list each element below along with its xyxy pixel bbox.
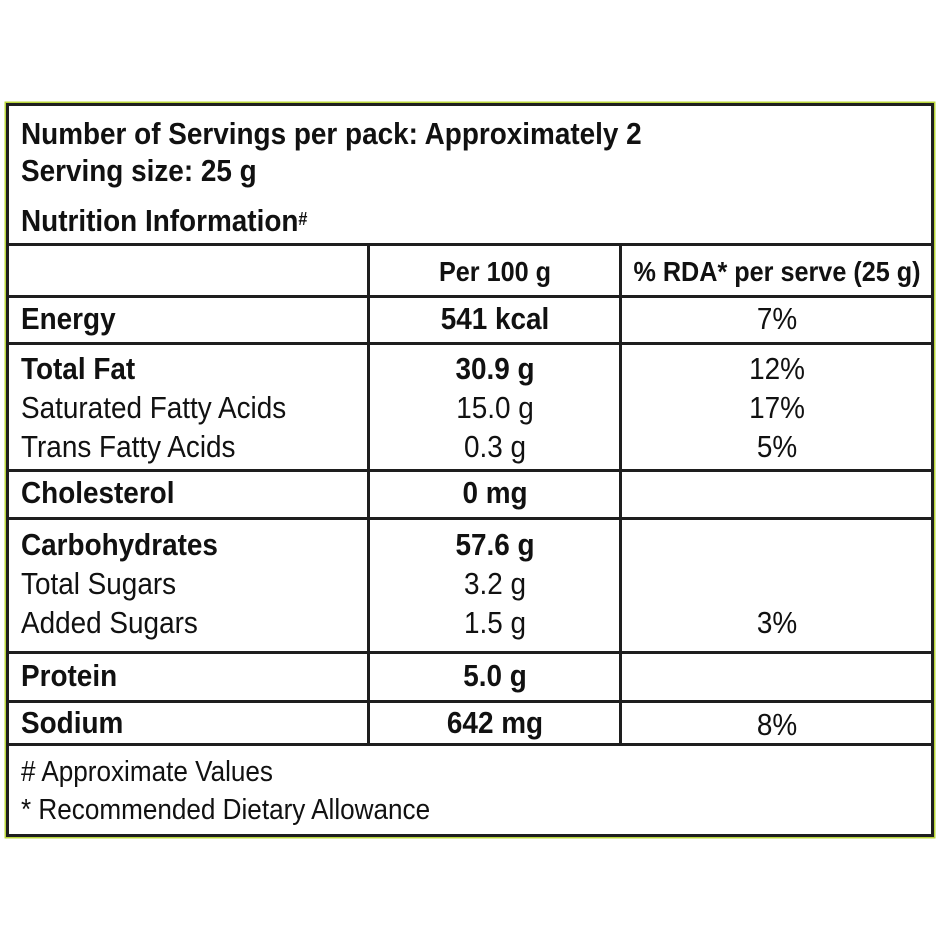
nutrient-value: 15.0 g	[455, 390, 534, 425]
nutrient-rda: 5%	[756, 429, 797, 464]
header-per100g-cell: Per 100 g	[370, 246, 622, 295]
nutrient-name: Cholesterol	[21, 475, 175, 510]
label-header: Number of Servings per pack: Approximate…	[9, 106, 931, 246]
nutrient-rda: 17%	[748, 390, 805, 425]
nutrient-name: Total Sugars	[21, 566, 177, 601]
nutrient-name: Trans Fatty Acids	[21, 429, 236, 464]
nutrient-name: Saturated Fatty Acids	[21, 390, 287, 425]
nutrient-value: 642 mg	[446, 705, 543, 740]
nutrient-value: 1.5 g	[463, 605, 526, 640]
nutrient-rda: 7%	[756, 301, 797, 336]
nutrient-name: Protein	[21, 658, 118, 693]
nutrient-rda: 8%	[756, 707, 797, 742]
table-row: Carbohydrates Total Sugars Added Sugars …	[9, 520, 931, 654]
serving-size: Serving size: 25 g	[21, 153, 257, 188]
title-text: Nutrition Information	[21, 203, 299, 238]
footnote-approximate: # Approximate Values	[21, 756, 273, 788]
nutrient-name: Total Fat	[21, 351, 136, 386]
nutrition-title: Nutrition Information#	[21, 203, 307, 239]
label-footer: # Approximate Values * Recommended Dieta…	[9, 749, 931, 834]
header-blank-cell	[9, 246, 370, 295]
header-rda-cell: % RDA* per serve (25 g)	[622, 246, 931, 295]
nutrient-name: Carbohydrates	[21, 527, 218, 562]
table-row: Protein 5.0 g	[9, 654, 931, 703]
nutrition-table: Per 100 g % RDA* per serve (25 g) Energy…	[9, 246, 931, 746]
nutrient-value: 541 kcal	[440, 301, 549, 336]
nutrient-value: 0.3 g	[463, 429, 526, 464]
nutrient-value: 30.9 g	[454, 351, 535, 386]
nutrient-value: 57.6 g	[454, 527, 535, 562]
col-header-rda: % RDA* per serve (25 g)	[632, 256, 921, 287]
nutrient-value: 5.0 g	[462, 658, 527, 693]
col-header-per100g: Per 100 g	[438, 256, 551, 287]
nutrient-name: Sodium	[21, 705, 124, 740]
table-row: Cholesterol 0 mg	[9, 472, 931, 520]
nutrition-label: Number of Servings per pack: Approximate…	[6, 103, 934, 837]
table-row: Energy 541 kcal 7%	[9, 298, 931, 345]
nutrient-value: 3.2 g	[463, 566, 526, 601]
title-mark: #	[298, 209, 308, 229]
table-row: Sodium 642 mg 8%	[9, 703, 931, 746]
table-row: Total Fat Saturated Fatty Acids Trans Fa…	[9, 345, 931, 472]
nutrient-name: Energy	[21, 301, 116, 336]
table-header-row: Per 100 g % RDA* per serve (25 g)	[9, 246, 931, 298]
nutrient-name: Added Sugars	[21, 605, 198, 640]
nutrient-value: 0 mg	[461, 475, 528, 510]
footnote-rda: * Recommended Dietary Allowance	[21, 794, 431, 826]
nutrient-rda: 3%	[756, 605, 797, 640]
servings-per-pack: Number of Servings per pack: Approximate…	[21, 116, 642, 151]
nutrient-rda: 12%	[748, 351, 805, 386]
